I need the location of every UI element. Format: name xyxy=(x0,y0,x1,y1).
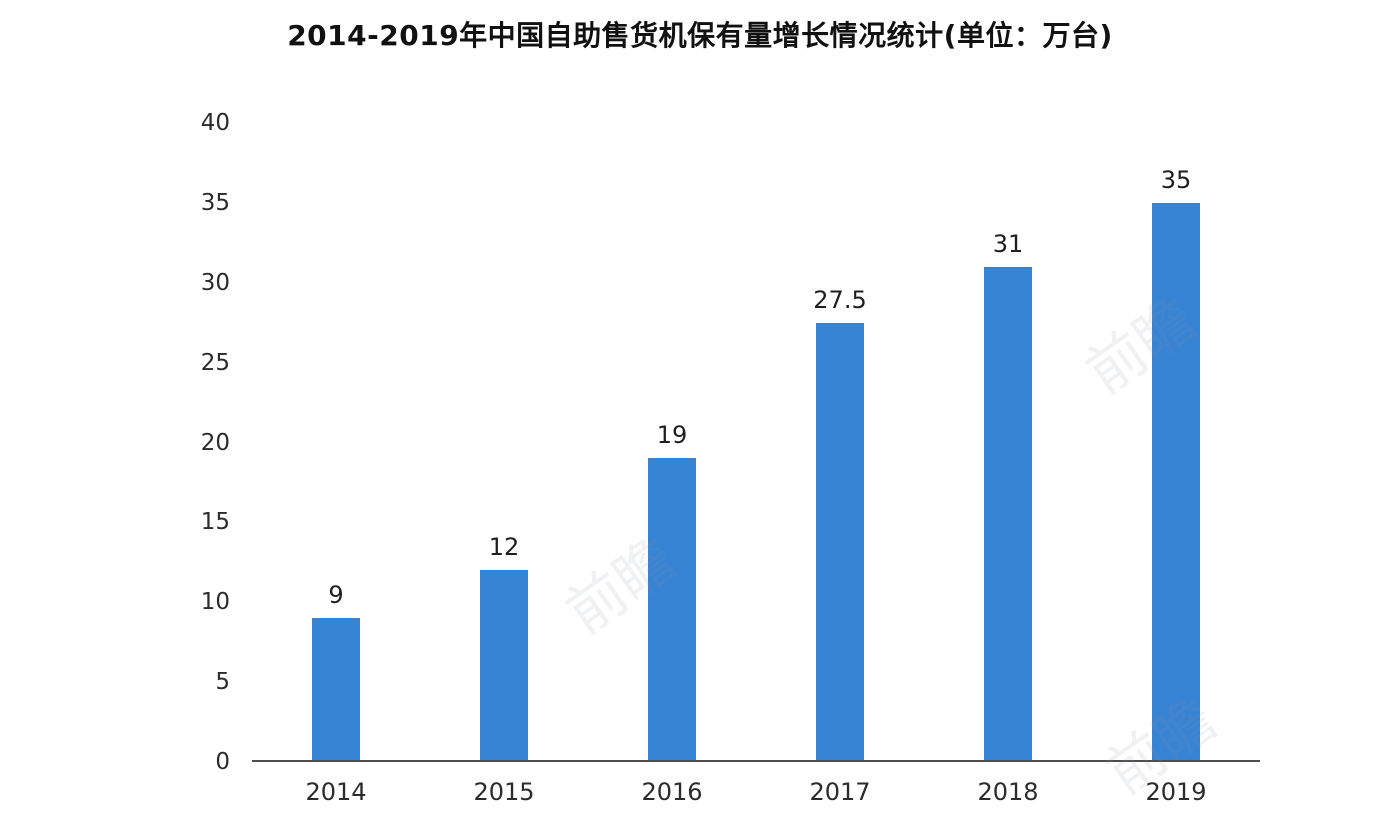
bar-2018 xyxy=(984,266,1032,762)
y-tick-label: 35 xyxy=(200,189,230,216)
y-tick-label: 40 xyxy=(200,110,230,136)
x-tick-label: 2015 xyxy=(473,778,535,806)
bar-slot: 31 2018 xyxy=(924,123,1092,806)
bar-slot: 35 2019 xyxy=(1092,123,1260,806)
bar-slot: 27.5 2017 xyxy=(756,123,924,806)
y-tick-label: 15 xyxy=(200,509,230,536)
bar-2014 xyxy=(312,618,360,762)
bar-value-label: 31 xyxy=(992,229,1024,258)
bar-2017 xyxy=(816,322,864,762)
bar-value-label: 12 xyxy=(488,533,520,562)
x-tick-label: 2016 xyxy=(641,778,703,806)
y-tick-label: 0 xyxy=(215,749,230,775)
y-tick-label: 5 xyxy=(215,669,230,696)
bar-2019 xyxy=(1152,202,1200,762)
plot-area: 0 5 10 15 20 25 30 35 40 9 2014 12 2015 19 2016 27.5 20… xyxy=(201,110,1260,806)
bar-value-label: 9 xyxy=(328,581,344,610)
bar-2015 xyxy=(480,570,528,762)
bar-slot: 19 2016 xyxy=(588,123,756,806)
bar-2016 xyxy=(648,458,696,762)
bar-slot: 12 2015 xyxy=(420,123,588,806)
y-tick-label: 20 xyxy=(200,429,230,456)
x-tick-label: 2019 xyxy=(1145,778,1207,806)
y-tick-label: 30 xyxy=(200,269,230,296)
bar-value-label: 19 xyxy=(656,421,688,450)
bar-value-label: 35 xyxy=(1160,165,1192,194)
chart-title: 2014-2019年中国自助售货机保有量增长情况统计(单位：万台) xyxy=(287,19,1113,52)
x-tick-label: 2017 xyxy=(809,778,871,806)
x-tick-label: 2014 xyxy=(305,778,367,806)
y-tick-label: 10 xyxy=(200,589,230,616)
bar-slot: 9 2014 xyxy=(252,123,420,806)
x-axis-line xyxy=(252,760,1260,762)
y-tick-label: 25 xyxy=(200,349,230,376)
bar-value-label: 27.5 xyxy=(813,285,867,314)
x-tick-label: 2018 xyxy=(977,778,1039,806)
bars-row: 9 2014 12 2015 19 2016 27.5 2017 31 2018 35 2019 xyxy=(252,123,1260,806)
